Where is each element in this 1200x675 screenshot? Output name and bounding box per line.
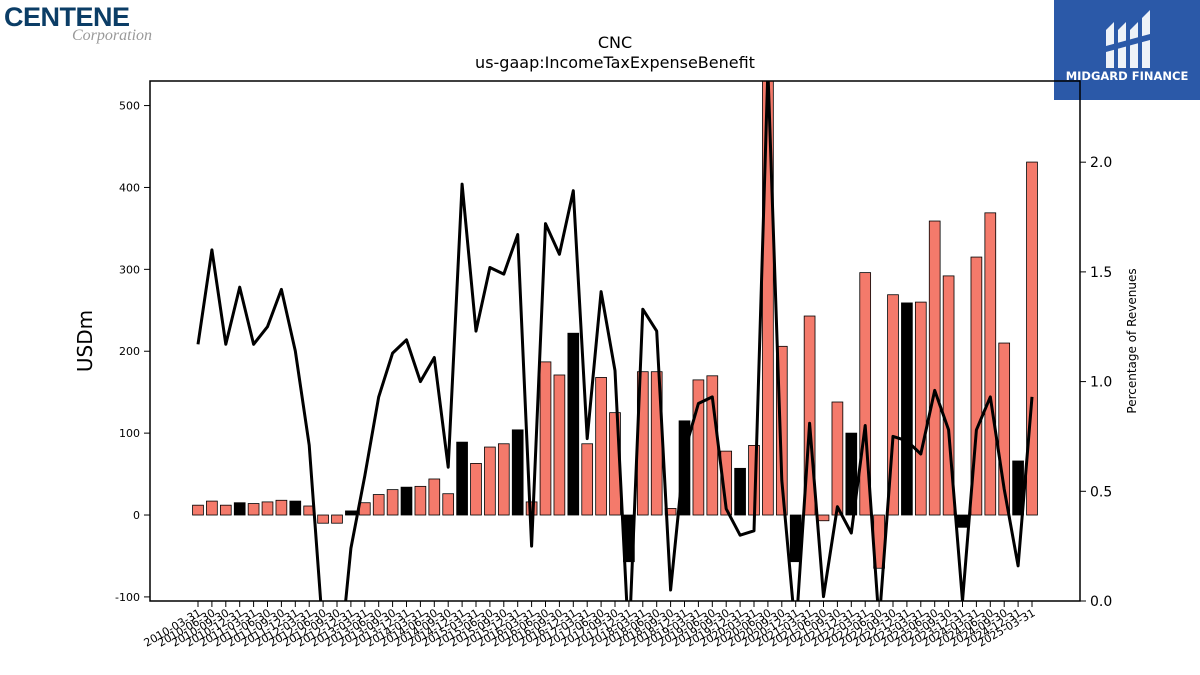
bar (734, 467, 746, 516)
bar (595, 377, 607, 516)
bar (233, 502, 246, 516)
bar (984, 212, 997, 516)
bar (859, 272, 872, 516)
bar (901, 302, 913, 516)
bar (831, 401, 844, 516)
logo-wordmark: CENTENE (4, 2, 130, 32)
bar (192, 504, 204, 516)
midgard-logo-icon (1106, 10, 1150, 68)
bar (261, 501, 274, 516)
y2-tick-label: 0.5 (1090, 484, 1112, 500)
y-axis-left: -100 0 100 200 300 400 500 (115, 100, 150, 604)
bar (539, 361, 552, 516)
bar (428, 478, 441, 516)
bar (358, 502, 371, 516)
y-tick-label: 200 (119, 345, 140, 358)
watermark-text: MIDGARD FINANCE (1065, 69, 1189, 83)
bar (456, 441, 468, 516)
y-axis-label: USDm (73, 310, 97, 372)
bar (247, 503, 260, 516)
bar (567, 332, 580, 516)
bar (1026, 161, 1038, 516)
bar (372, 494, 385, 516)
line-series (196, 81, 1034, 601)
y-axis-right: 0.0 0.5 1.0 1.5 2.0 (1080, 155, 1112, 610)
bar (206, 500, 218, 516)
chart-subtitle: us-gaap:IncomeTaxExpenseBenefit (475, 53, 755, 72)
bar (581, 443, 594, 516)
y-tick-label: 400 (119, 181, 140, 194)
midgard-finance-badge: MIDGARD FINANCE (1054, 0, 1200, 100)
logo-subtitle: Corporation (72, 27, 153, 44)
centene-logo: CENTENE Corporation (4, 2, 174, 46)
x-axis: 2010-03-312010-06-302010-09-302010-12-31… (142, 601, 1038, 650)
chart-title: CNC (598, 33, 632, 52)
bar (887, 294, 899, 516)
y2-tick-label: 1.5 (1090, 265, 1112, 281)
bar (775, 345, 788, 516)
bar (470, 463, 482, 516)
bar (219, 504, 232, 516)
y-tick-label: -100 (115, 591, 140, 604)
bar (400, 486, 413, 516)
bar (803, 315, 816, 516)
bar (345, 510, 357, 516)
bar (720, 450, 733, 516)
bar (414, 485, 427, 516)
bar (484, 446, 496, 516)
bar (942, 275, 955, 516)
bar (956, 514, 969, 528)
bar (817, 514, 830, 522)
bar (511, 429, 524, 516)
y2-axis-label: Percentage of Revenues (1125, 268, 1139, 413)
bar (386, 489, 399, 516)
bar (914, 301, 927, 516)
y-tick-label: 0 (133, 509, 140, 522)
y2-tick-label: 2.0 (1090, 155, 1112, 171)
bar (553, 374, 566, 516)
bar (928, 220, 941, 516)
bar (317, 514, 329, 524)
bar (998, 342, 1011, 516)
y2-tick-label: 0.0 (1090, 594, 1112, 610)
percentage-line (196, 81, 1034, 601)
bar (678, 420, 691, 516)
bar (692, 379, 705, 516)
bar (289, 500, 302, 516)
y-tick-label: 500 (119, 100, 140, 113)
y-tick-label: 100 (119, 427, 140, 440)
bar (845, 432, 858, 516)
y2-tick-label: 1.0 (1090, 375, 1112, 391)
bar (442, 493, 455, 516)
bar (970, 256, 983, 516)
bar (497, 443, 510, 516)
bar (275, 499, 288, 516)
bar-series (192, 80, 1038, 569)
y-tick-label: 300 (119, 263, 140, 276)
bar (331, 514, 343, 524)
